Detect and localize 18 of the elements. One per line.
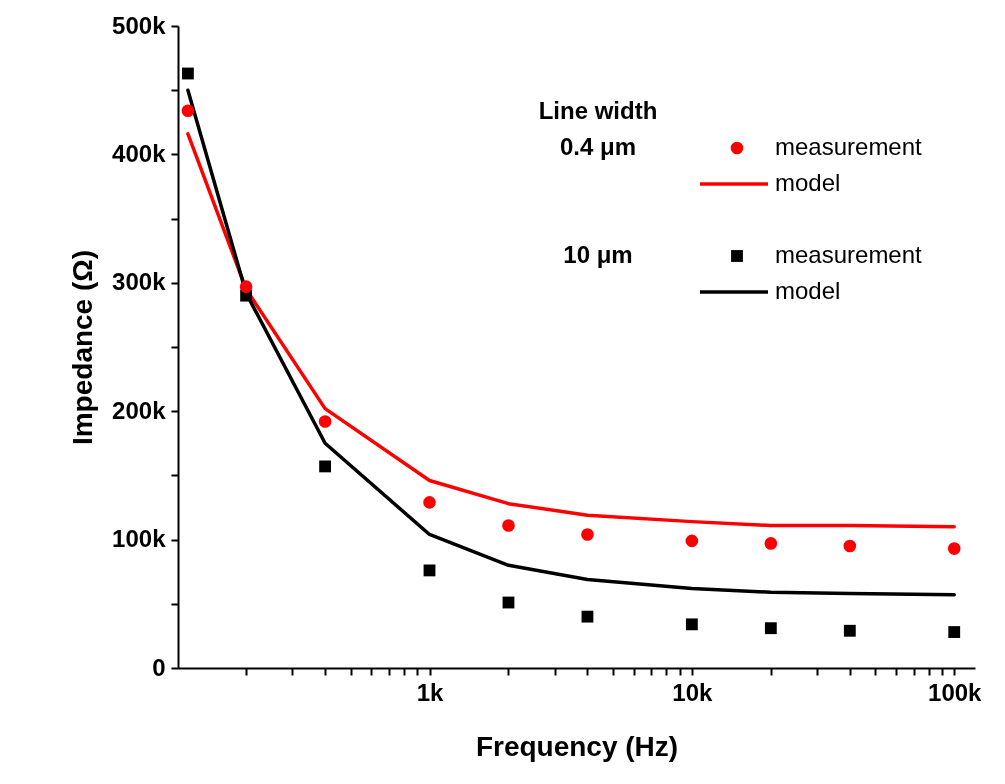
y-tick-label: 200k xyxy=(112,396,167,424)
legend-label: measurement xyxy=(775,133,923,160)
x-tick-label: 1k xyxy=(416,678,444,706)
x-axis-title: Frequency (Hz) xyxy=(475,730,679,762)
annotation: 0.4 μm xyxy=(559,133,637,160)
annotation: 10 μm xyxy=(563,241,633,268)
legend-label: model xyxy=(775,277,841,304)
legend-label: measurement xyxy=(775,241,923,268)
legend-label: model xyxy=(775,169,841,196)
y-tick-label: 500k xyxy=(112,11,167,39)
y-tick-label: 0 xyxy=(152,653,166,681)
legend-title: Line width xyxy=(538,97,658,124)
y-tick-label: 400k xyxy=(112,139,167,167)
y-axis-title: Impedance (Ω) xyxy=(67,249,99,446)
y-tick-label: 300k xyxy=(112,268,167,296)
x-tick-label: 100k xyxy=(928,678,983,706)
x-tick-label: 10k xyxy=(672,678,714,706)
y-tick-label: 100k xyxy=(112,525,167,553)
